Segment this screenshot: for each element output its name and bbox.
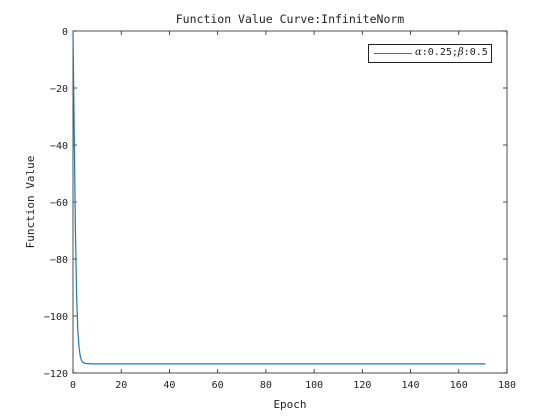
x-tick-label: 20: [115, 380, 127, 391]
y-tick-label: −20: [50, 84, 68, 95]
chart-title: Function Value Curve:InfiniteNorm: [176, 12, 405, 26]
legend-beta-symbol: β: [457, 47, 464, 58]
series-group: [72, 30, 486, 365]
x-tick-label: 40: [163, 380, 175, 391]
axis-ticks: 0 20 40 60 80 100 120 140 160 180 0 −20 −40 −60 −80 −10…: [44, 27, 516, 391]
y-tick-label: −100: [44, 312, 68, 323]
x-tick-label: 160: [450, 380, 468, 391]
legend-label: α:0.25;β:0.5: [415, 47, 488, 58]
legend-alpha-value: :0.25;: [421, 47, 458, 58]
x-tick-label: 60: [212, 380, 224, 391]
legend-beta-value: :0.5: [463, 47, 488, 58]
y-tick-label: −120: [44, 369, 68, 380]
x-tick-label: 140: [402, 380, 420, 391]
legend-alpha-symbol: α: [415, 47, 422, 58]
y-tick-label: −40: [50, 141, 68, 152]
x-tick-label: 80: [260, 380, 272, 391]
legend: α:0.25;β:0.5: [368, 44, 492, 63]
x-tick-label: 180: [498, 380, 516, 391]
x-tick-label: 120: [353, 380, 371, 391]
x-tick-label: 0: [70, 380, 76, 391]
y-tick-label: −80: [50, 255, 68, 266]
legend-line-swatch: [374, 53, 412, 54]
plot-area: [72, 30, 508, 374]
x-axis-label: Epoch: [273, 398, 306, 411]
y-tick-label: −60: [50, 198, 68, 209]
y-axis-label: Function Value: [24, 156, 37, 249]
x-tick-label: 100: [305, 380, 323, 391]
series-line: [72, 30, 486, 365]
y-tick-label: 0: [62, 27, 68, 38]
